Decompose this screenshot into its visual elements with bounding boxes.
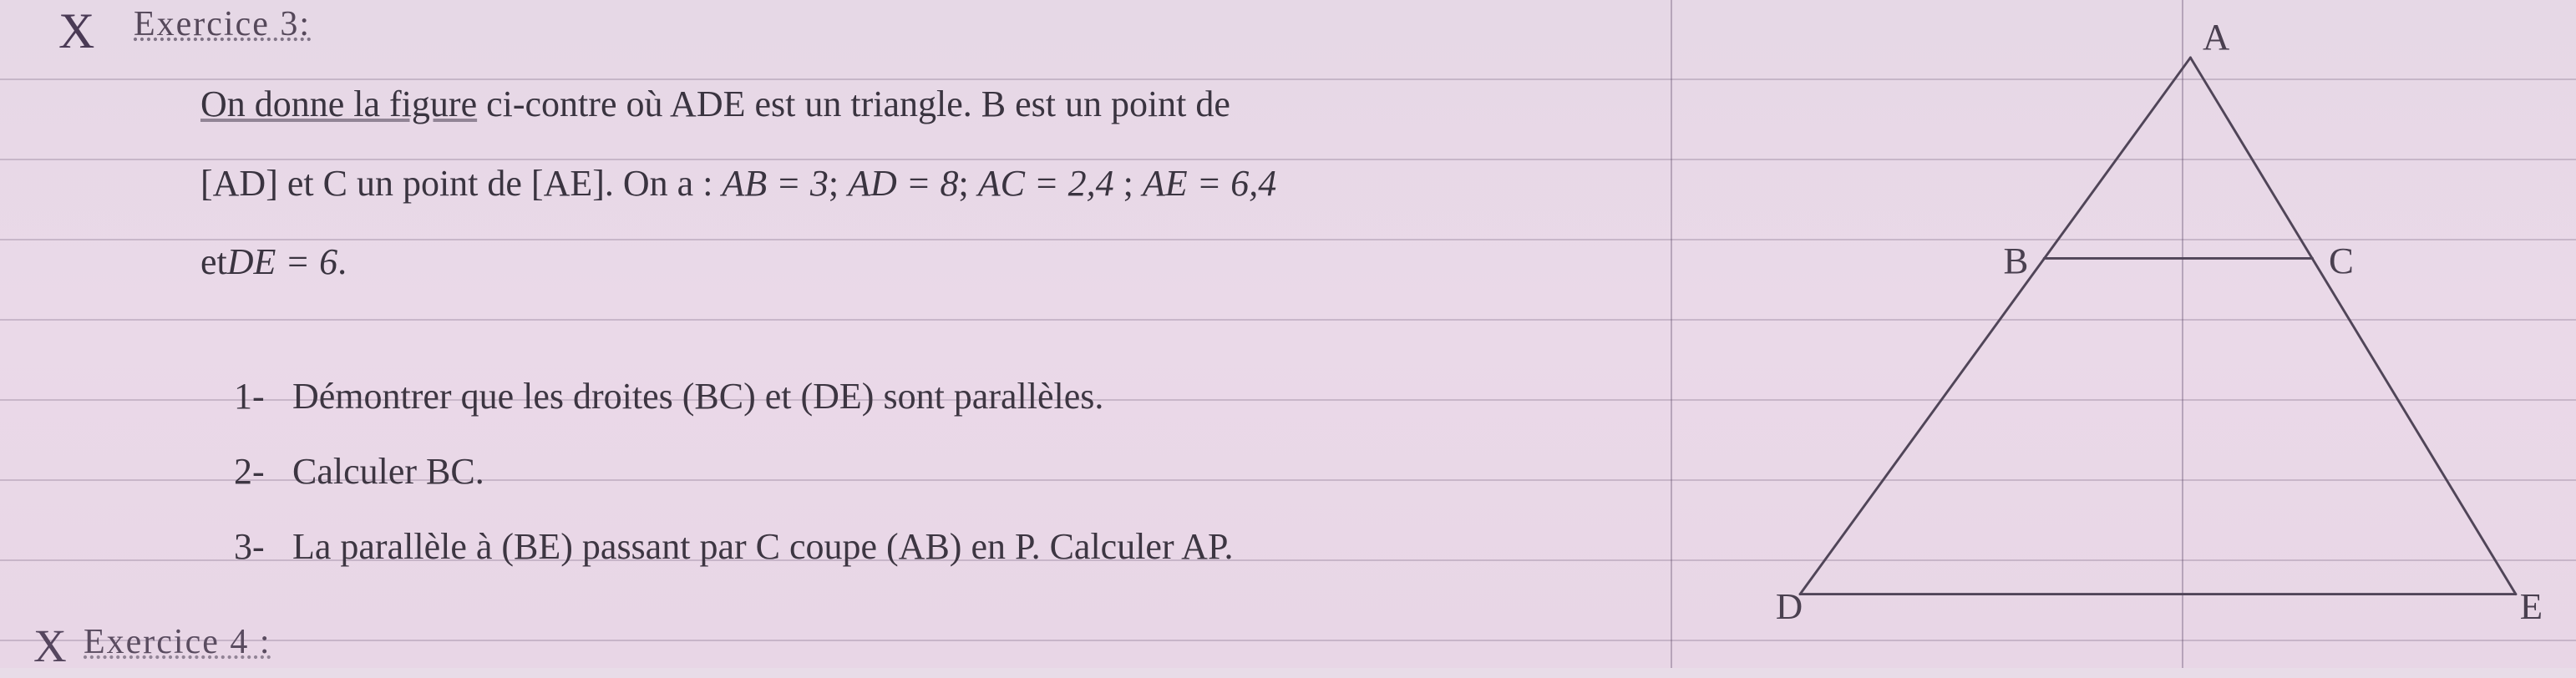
eq-ad: AD = 8 (848, 163, 958, 204)
eq-ae: AE = 6,4 (1143, 163, 1276, 204)
cross-mark-icon-2: X (33, 614, 67, 678)
vertical-rule-1 (1671, 0, 1672, 668)
svg-text:E: E (2520, 585, 2543, 627)
q1-number: 1- (234, 359, 292, 434)
svg-text:B: B (2003, 240, 2028, 281)
stmt-rest1: ci-contre où ADE est un triangle. B est … (477, 83, 1230, 124)
exercise-text-block: X Exercice 3: On donne la figure ci-cont… (58, 0, 1587, 668)
eq-ab: AB = 3 (722, 163, 828, 204)
triangle-figure: A B C D E (1724, 25, 2559, 643)
problem-statement: On donne la figure ci-contre où ADE est … (200, 65, 1620, 302)
eq-ac: AC = 2,4 (978, 163, 1114, 204)
question-list: 1-Démontrer que les droites (BC) et (DE)… (234, 359, 1234, 585)
svg-text:A: A (2203, 25, 2229, 58)
q2-text: Calculer BC. (292, 451, 484, 492)
sep1: ; (829, 163, 848, 204)
stmt-line2a: [AD] et C un point de [AE]. On a : (200, 163, 722, 204)
exercise-4-title: Exercice 4 : (84, 618, 271, 667)
period: . (337, 241, 347, 282)
exercise-3-title: Exercice 3: (134, 0, 311, 49)
svg-text:C: C (2329, 240, 2354, 281)
q3-text: La parallèle à (BE) passant par C coupe … (292, 526, 1234, 567)
leadin-text: On donne la figure (200, 83, 477, 124)
q3-number: 3- (234, 509, 292, 584)
cross-mark-icon: X (58, 0, 94, 66)
question-2: 2-Calculer BC. (234, 434, 1234, 509)
sep2: ; (958, 163, 977, 204)
q1-text: Démontrer que les droites (BC) et (DE) s… (292, 376, 1103, 417)
q2-number: 2- (234, 434, 292, 509)
page-surface: X Exercice 3: On donne la figure ci-cont… (0, 0, 2576, 668)
question-1: 1-Démontrer que les droites (BC) et (DE)… (234, 359, 1234, 434)
question-3: 3-La parallèle à (BE) passant par C coup… (234, 509, 1234, 584)
eq-de: DE = 6 (227, 241, 337, 282)
triangle-svg: A B C D E (1724, 25, 2559, 643)
sep3: ; (1114, 163, 1143, 204)
stmt-line3a: et (200, 241, 227, 282)
svg-text:D: D (1776, 585, 1803, 627)
